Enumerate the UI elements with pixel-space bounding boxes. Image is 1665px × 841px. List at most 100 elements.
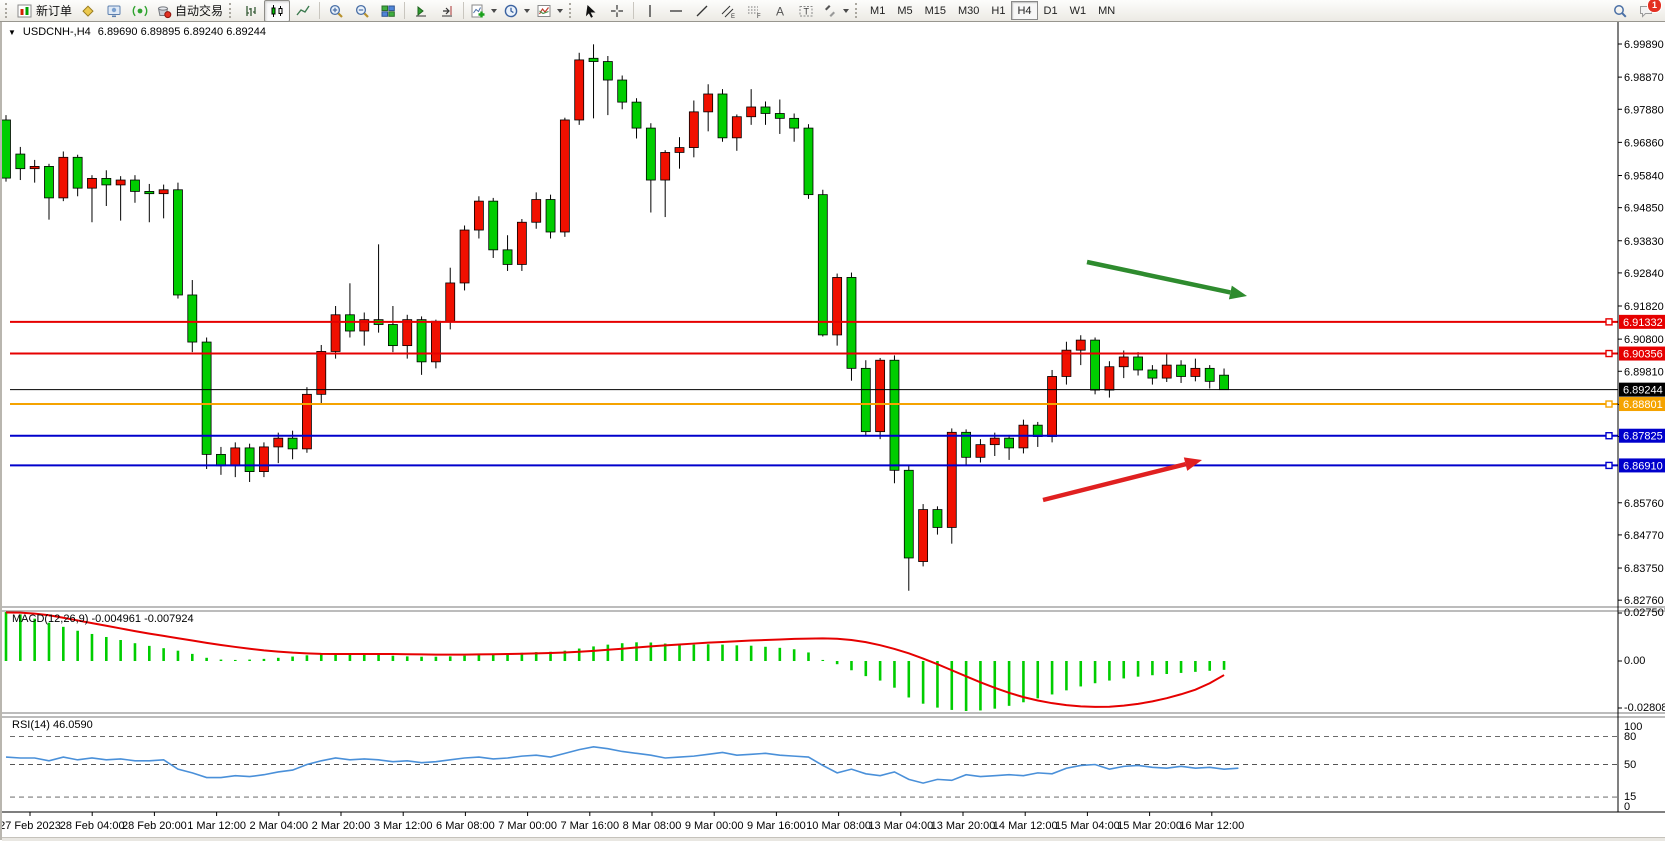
time-tick-label: 28 Feb 04:00	[60, 820, 125, 832]
templates-button[interactable]	[533, 0, 566, 22]
price-label-text: 6.91332	[1623, 317, 1663, 329]
rsi-tick-label: 50	[1624, 759, 1636, 771]
template-icon	[537, 4, 551, 17]
red-trend-arrow[interactable]	[1042, 461, 1187, 503]
timeframe-m1-button[interactable]: M1	[870, 4, 886, 17]
notifications-button[interactable]: 1	[1633, 0, 1662, 22]
rsi-tick-label: 80	[1624, 731, 1636, 743]
horizontal-level-lines[interactable]	[10, 318, 1618, 470]
price-tick-label: 6.98870	[1624, 72, 1664, 84]
zoom-in-button[interactable]	[323, 0, 349, 22]
time-tick-label: 16 Mar 12:00	[1179, 820, 1244, 832]
equidistant-channel-icon: E	[721, 5, 735, 19]
candle-chart-mode-button[interactable]	[264, 0, 291, 22]
hline-tool-button[interactable]	[663, 0, 689, 22]
svg-text:T: T	[804, 6, 810, 16]
price-label-box	[1619, 397, 1665, 412]
line-chart-icon	[296, 5, 310, 15]
auto-scroll-button[interactable]	[408, 0, 434, 22]
red-trend-arrow-head	[1183, 457, 1202, 471]
time-tick-label: 9 Mar 00:00	[685, 820, 744, 832]
toolbar-grip[interactable]	[229, 3, 235, 18]
price-tick-label: 6.91820	[1624, 301, 1664, 313]
timeframe-d1-button[interactable]: D1	[1043, 4, 1058, 17]
price-tick-label: 6.96860	[1624, 137, 1664, 149]
timeframe-m15-button[interactable]: M15	[924, 4, 946, 17]
market-watch-button[interactable]	[75, 0, 101, 22]
crosshair-tool-button[interactable]	[604, 0, 630, 22]
search-button[interactable]	[1607, 0, 1633, 22]
chart-shift-button[interactable]	[434, 0, 460, 22]
toolbar-grip[interactable]	[5, 3, 11, 18]
text-tool-button[interactable]: A	[767, 0, 793, 22]
toolbar-separator	[463, 2, 465, 19]
toolbar-grip[interactable]	[855, 3, 861, 18]
price-label-box	[1619, 346, 1665, 361]
tile-windows-icon	[381, 5, 395, 17]
price-tick-label: 6.82760	[1624, 595, 1664, 607]
time-tick-label: 2 Mar 20:00	[312, 820, 371, 832]
vertical-line-icon	[649, 4, 651, 17]
line-anchor-handle	[1605, 432, 1613, 440]
vline-tool-button[interactable]	[637, 0, 663, 22]
price-axis[interactable]: 6.99890 6.98870 6.97880 6.96860 6.95840 6.948…	[1617, 22, 1665, 813]
macd-signal-line	[5, 611, 1225, 708]
bar-chart-mode-button[interactable]	[238, 0, 264, 22]
new-order-button[interactable]: 新订单	[14, 0, 75, 22]
price-tick-label: 6.99890	[1624, 39, 1664, 51]
green-trend-arrow[interactable]	[1086, 259, 1231, 295]
terminal-button[interactable]	[101, 0, 127, 22]
svg-text:E: E	[731, 14, 735, 19]
chart-collapse-button[interactable]: ▼	[8, 27, 16, 37]
cursor-tool-button[interactable]	[578, 0, 604, 22]
timeframe-h4-button[interactable]: H4	[1011, 1, 1038, 20]
bar-chart-icon	[246, 5, 256, 16]
price-label-text: 6.87825	[1623, 431, 1663, 443]
search-icon	[1614, 4, 1627, 18]
caret-down-icon	[843, 8, 850, 13]
price-label-text: 6.89244	[1623, 385, 1663, 397]
fibonacci-tool-button[interactable]: F	[741, 0, 767, 22]
zoom-in-icon	[329, 4, 343, 18]
time-tick-label: 6 Mar 08:00	[436, 820, 495, 832]
svg-text:A: A	[776, 4, 784, 18]
time-tick-label: 15 Mar 04:00	[1055, 820, 1120, 832]
signals-icon	[132, 5, 148, 16]
candlestick-chart-icon	[271, 4, 283, 17]
zoom-out-button[interactable]	[349, 0, 375, 22]
line-anchor-handle	[1605, 400, 1613, 408]
signals-button[interactable]	[127, 0, 153, 22]
shapes-tool-button[interactable]	[819, 0, 852, 22]
price-label-box	[1619, 458, 1665, 473]
price-label-box	[1619, 382, 1665, 397]
line-chart-mode-button[interactable]	[290, 0, 316, 22]
price-tick-label: 6.83750	[1624, 563, 1664, 575]
indicators-button[interactable]	[467, 0, 500, 22]
terminal-icon	[107, 5, 121, 17]
tile-windows-button[interactable]	[375, 0, 401, 22]
autotrade-button[interactable]: 自动交易	[153, 0, 226, 22]
text-label-tool-button[interactable]: T	[793, 0, 819, 22]
svg-text:F: F	[757, 14, 761, 19]
trend-arrows[interactable]	[1042, 259, 1247, 503]
text-label-icon: T	[799, 5, 813, 16]
time-tick-label: 10 Mar 08:00	[806, 820, 871, 832]
trendline-tool-button[interactable]	[689, 0, 715, 22]
chart-window[interactable]: ▼ USDCNH-,H4 6.89690 6.89895 6.89240 6.8…	[0, 22, 1665, 841]
price-tick-label: 6.93830	[1624, 236, 1664, 248]
line-anchor-handle	[1605, 461, 1613, 470]
timeframe-h1-button[interactable]: H1	[991, 4, 1006, 17]
price-chart-canvas[interactable]: MACD(12,26,9) -0.004961 -0.007924 RSI(14)…	[2, 22, 1665, 840]
autotrade-icon	[157, 5, 172, 18]
fibonacci-icon: F	[748, 6, 761, 19]
timeframe-m30-button[interactable]: M30	[958, 4, 980, 17]
timeframe-m5-button[interactable]: M5	[897, 4, 913, 17]
candlestick-series	[2, 44, 1229, 591]
toolbar-grip[interactable]	[569, 3, 575, 18]
zoom-out-icon	[355, 4, 369, 18]
timeframe-mn-button[interactable]: MN	[1098, 4, 1116, 17]
timeframe-w1-button[interactable]: W1	[1069, 4, 1087, 17]
channel-tool-button[interactable]: E	[715, 0, 741, 22]
periods-button[interactable]	[500, 0, 533, 22]
